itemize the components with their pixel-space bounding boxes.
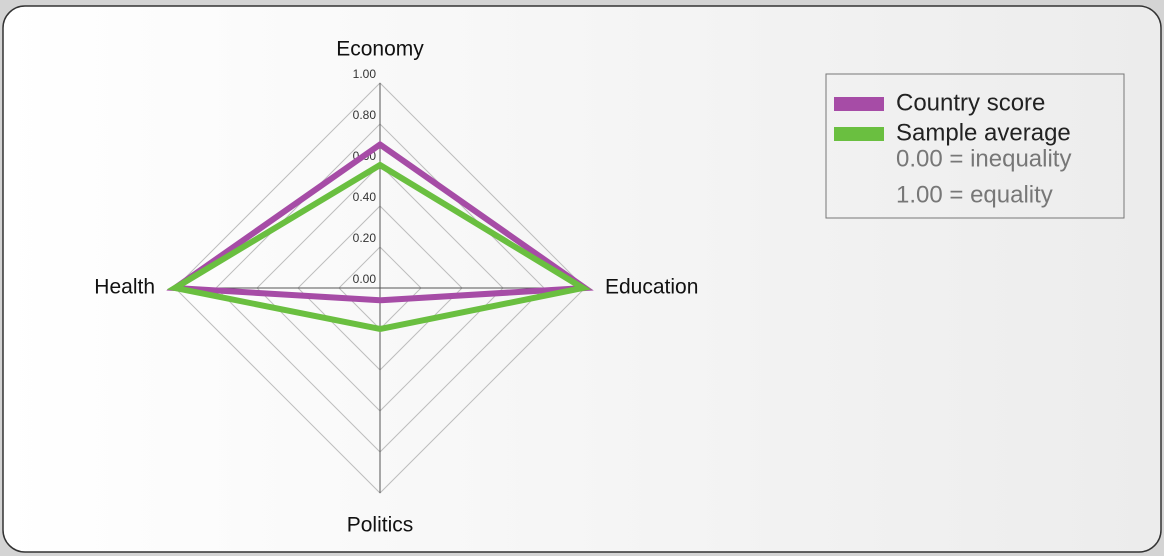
legend-label: Sample average: [896, 119, 1071, 146]
series-line: [166, 161, 592, 333]
legend-swatch: [834, 127, 884, 141]
annotation: 1.00 = equality: [896, 181, 1053, 208]
legend-swatch: [834, 97, 884, 111]
y-tick-label: 1.00: [353, 67, 377, 81]
category-label: Politics: [347, 514, 414, 537]
y-tick-label: 0.80: [353, 108, 377, 122]
legend-box: [825, 73, 1125, 219]
category-label: Economy: [336, 38, 424, 61]
category-label: Education: [605, 276, 698, 299]
annotation: 0.00 = inequality: [896, 145, 1071, 172]
y-tick-label: 0.40: [353, 190, 377, 204]
legend-label: Country score: [896, 89, 1045, 116]
category-label: Health: [94, 276, 155, 299]
y-tick-label: 0.00: [353, 272, 377, 286]
y-tick-label: 0.20: [353, 231, 377, 245]
series-line: [166, 140, 594, 304]
panel: [2, 5, 1162, 553]
